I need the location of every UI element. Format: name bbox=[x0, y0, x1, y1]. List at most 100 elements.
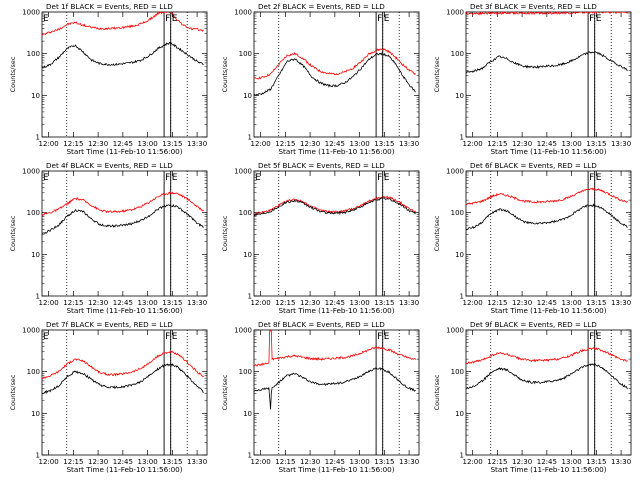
x-tick-label: 13:00 bbox=[562, 299, 582, 307]
x-tick-label: 12:00 bbox=[251, 299, 271, 307]
black-events-series-line bbox=[466, 203, 628, 231]
y-axis-label: Counts/sec bbox=[433, 374, 441, 410]
y-axis-label: Counts/sec bbox=[221, 374, 229, 410]
x-tick-label: 12:15 bbox=[487, 299, 507, 307]
chart-panel: Det 1f BLACK = Events, RED = LLD 1 10 100 10… bbox=[9, 2, 208, 156]
x-axis-label: Start Time (11-Feb-10 11:56:00) bbox=[278, 306, 394, 315]
x-tick-label: 13:00 bbox=[350, 458, 370, 466]
chart-title: Det 7f BLACK = Events, RED = LLD bbox=[46, 320, 173, 329]
plot-frame bbox=[253, 329, 420, 456]
y-tick-label: 100 bbox=[451, 50, 464, 58]
black-events-series-line bbox=[42, 363, 204, 395]
x-tick-label: 13:00 bbox=[138, 140, 158, 148]
x-tick-label: 12:45 bbox=[113, 299, 133, 307]
x-tick-label: 12:15 bbox=[63, 140, 83, 148]
chart-title: Det 1f BLACK = Events, RED = LLD bbox=[46, 2, 173, 11]
flag-marker-label: E bbox=[255, 173, 261, 183]
y-tick-label: 1 bbox=[460, 452, 464, 460]
y-axis-label: Counts/sec bbox=[221, 56, 229, 92]
chart-title: Det 9f BLACK = Events, RED = LLD bbox=[470, 320, 597, 329]
x-tick-label: 12:00 bbox=[463, 299, 483, 307]
plot-frame bbox=[41, 11, 208, 138]
x-tick-label: 12:30 bbox=[88, 458, 108, 466]
plot-frame bbox=[253, 170, 420, 297]
x-tick-label: 13:30 bbox=[611, 140, 631, 148]
x-tick-label: 12:15 bbox=[487, 140, 507, 148]
x-axis-label: Start Time (11-Feb-10 11:56:00) bbox=[278, 465, 394, 474]
x-tick-label: 12:45 bbox=[325, 140, 345, 148]
x-axis-label: Start Time (11-Feb-10 11:56:00) bbox=[66, 465, 182, 474]
x-tick-label: 13:00 bbox=[562, 140, 582, 148]
x-tick-label: 12:45 bbox=[113, 458, 133, 466]
x-tick-label: 13:30 bbox=[399, 299, 419, 307]
plot-frame bbox=[465, 11, 632, 138]
red-lld-series-line bbox=[254, 195, 416, 216]
x-tick-label: 13:15 bbox=[586, 299, 606, 307]
x-tick-label: 13:00 bbox=[138, 458, 158, 466]
x-tick-label: 12:45 bbox=[325, 299, 345, 307]
flag-marker-label: E bbox=[172, 173, 178, 183]
x-tick-label: 13:15 bbox=[162, 140, 182, 148]
flag-marker-label: F bbox=[377, 14, 382, 24]
x-tick-label: 12:15 bbox=[275, 140, 295, 148]
y-tick-label: 10 bbox=[455, 410, 464, 418]
chart-title: Det 5f BLACK = Events, RED = LLD bbox=[258, 161, 385, 170]
y-tick-label: 1 bbox=[36, 134, 40, 142]
y-tick-label: 1 bbox=[248, 134, 252, 142]
y-tick-label: 10 bbox=[243, 410, 252, 418]
x-tick-label: 13:15 bbox=[162, 458, 182, 466]
y-tick-label: 1000 bbox=[22, 168, 40, 176]
y-axis-label: Counts/sec bbox=[221, 215, 229, 251]
y-tick-label: 100 bbox=[451, 209, 464, 217]
x-tick-label: 13:30 bbox=[399, 140, 419, 148]
x-tick-label: 12:30 bbox=[300, 458, 320, 466]
y-tick-label: 1000 bbox=[22, 9, 40, 17]
x-tick-label: 12:30 bbox=[88, 299, 108, 307]
flag-marker-label: F bbox=[165, 332, 170, 342]
y-tick-label: 100 bbox=[239, 50, 252, 58]
black-events-series-line bbox=[254, 52, 416, 97]
red-lld-series-line bbox=[42, 12, 204, 37]
y-tick-label: 10 bbox=[31, 410, 40, 418]
black-events-series-line bbox=[254, 366, 416, 410]
flag-marker-label: E bbox=[596, 173, 602, 183]
x-axis-label: Start Time (11-Feb-10 11:56:00) bbox=[278, 147, 394, 156]
chart-panel: Det 2f BLACK = Events, RED = LLD 1 10 100 10… bbox=[221, 2, 420, 156]
x-axis-label: Start Time (11-Feb-10 11:56:00) bbox=[490, 465, 606, 474]
x-tick-label: 12:15 bbox=[63, 299, 83, 307]
y-tick-label: 1000 bbox=[234, 9, 252, 17]
x-axis-label: Start Time (11-Feb-10 11:56:00) bbox=[66, 147, 182, 156]
x-axis-label: Start Time (11-Feb-10 11:56:00) bbox=[66, 306, 182, 315]
chart-panel: Det 8f BLACK = Events, RED = LLD 1 10 100 10… bbox=[221, 320, 420, 474]
x-tick-label: 13:15 bbox=[374, 299, 394, 307]
y-axis-label: Counts/sec bbox=[433, 56, 441, 92]
x-tick-label: 12:00 bbox=[39, 140, 59, 148]
x-tick-label: 12:00 bbox=[251, 140, 271, 148]
red-lld-series-line bbox=[254, 330, 417, 367]
x-tick-label: 12:15 bbox=[275, 299, 295, 307]
y-tick-label: 100 bbox=[27, 368, 40, 376]
x-tick-label: 12:15 bbox=[275, 458, 295, 466]
y-tick-label: 100 bbox=[27, 209, 40, 217]
black-events-series-line bbox=[254, 197, 416, 216]
y-tick-label: 100 bbox=[27, 50, 40, 58]
y-axis-label: Counts/sec bbox=[433, 215, 441, 251]
chart-title: Det 4f BLACK = Events, RED = LLD bbox=[46, 161, 173, 170]
x-tick-label: 12:30 bbox=[512, 458, 532, 466]
x-tick-label: 13:15 bbox=[374, 140, 394, 148]
x-tick-label: 12:00 bbox=[251, 458, 271, 466]
x-tick-label: 12:45 bbox=[113, 140, 133, 148]
y-tick-label: 1 bbox=[460, 293, 464, 301]
x-tick-label: 13:30 bbox=[187, 458, 207, 466]
flag-marker-label: F bbox=[377, 173, 382, 183]
x-tick-label: 12:15 bbox=[63, 458, 83, 466]
x-tick-label: 12:30 bbox=[512, 299, 532, 307]
y-axis-label: Counts/sec bbox=[9, 56, 17, 92]
chart-panel: Det 7f BLACK = Events, RED = LLD 1 10 100 10… bbox=[9, 320, 208, 474]
flag-marker-label: E bbox=[384, 332, 390, 342]
y-tick-label: 1000 bbox=[446, 327, 464, 335]
y-tick-label: 1 bbox=[36, 452, 40, 460]
flag-marker-label: F bbox=[165, 173, 170, 183]
